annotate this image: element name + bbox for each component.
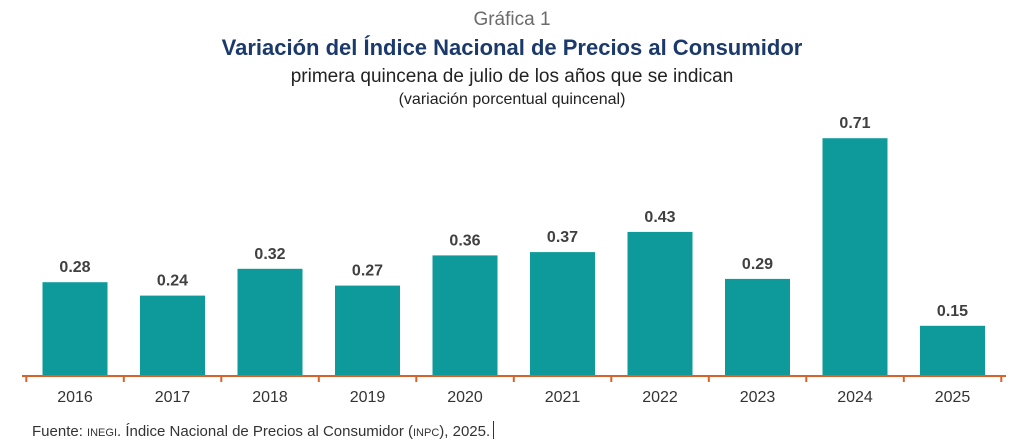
x-tick-label-2021: 2021 xyxy=(545,389,581,406)
source-abbr: INPC xyxy=(412,423,440,440)
value-label-2019: 0.27 xyxy=(352,263,383,280)
bar-2020 xyxy=(432,255,498,376)
value-label-2020: 0.36 xyxy=(449,232,480,249)
bar-2025 xyxy=(920,325,985,377)
value-label-2016: 0.28 xyxy=(59,259,90,276)
chart-number-label: Gráfica 1 xyxy=(473,9,551,30)
source-footer: Fuente: INEGI. Índice Nacional de Precio… xyxy=(32,421,495,440)
x-tick-label-2024: 2024 xyxy=(837,389,873,406)
chart-unit-note: (variación porcentual quincenal) xyxy=(398,91,626,108)
bar-2016 xyxy=(42,282,108,376)
bar-2019 xyxy=(335,285,400,377)
bar-2021 xyxy=(530,252,595,377)
x-tick-label-2016: 2016 xyxy=(57,389,93,406)
x-tick-label-2018: 2018 xyxy=(252,389,288,406)
value-label-2018: 0.32 xyxy=(254,246,285,263)
text-cursor xyxy=(493,421,495,439)
value-label-2024: 0.71 xyxy=(839,115,870,132)
bar-2023 xyxy=(725,278,790,376)
x-tick-label-2017: 2017 xyxy=(155,389,191,406)
x-tick-label-2019: 2019 xyxy=(350,389,386,406)
value-label-2017: 0.24 xyxy=(157,273,188,290)
x-tick-label-2022: 2022 xyxy=(642,389,678,406)
source-org: INEGI xyxy=(87,423,117,440)
value-label-2022: 0.43 xyxy=(644,209,675,226)
x-tick-label-2023: 2023 xyxy=(740,389,776,406)
chart-title: Variación del Índice Nacional de Precios… xyxy=(221,35,803,60)
x-tick-label-2025: 2025 xyxy=(935,389,971,406)
source-suffix: ), 2025. xyxy=(439,423,491,440)
value-label-2023: 0.29 xyxy=(742,256,773,273)
bar-2018 xyxy=(237,268,303,376)
bar-2022 xyxy=(627,231,693,376)
bar-2024 xyxy=(822,138,888,376)
value-label-2021: 0.37 xyxy=(547,229,578,246)
source-prefix: Fuente: xyxy=(32,423,88,440)
source-middle: . Índice Nacional de Precios al Consumid… xyxy=(117,423,413,440)
x-tick-label-2020: 2020 xyxy=(447,389,483,406)
value-label-2025: 0.15 xyxy=(937,303,968,320)
chart-subtitle: primera quincena de julio de los años qu… xyxy=(290,66,734,87)
bar-2017 xyxy=(140,295,205,376)
